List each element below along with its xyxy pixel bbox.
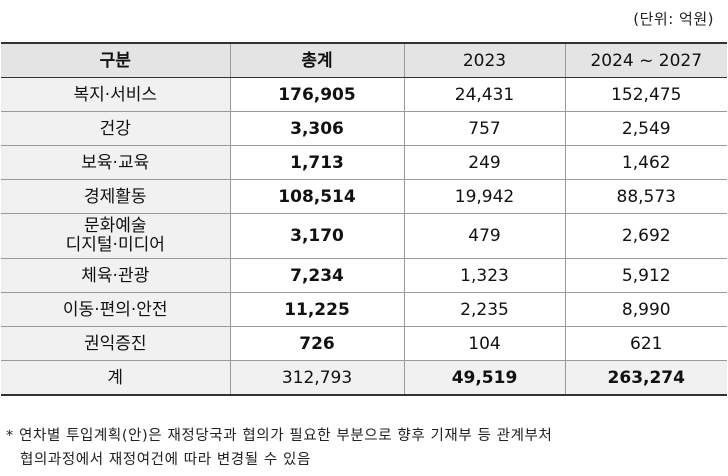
row-total: 7,234 [229,258,405,293]
footnote-line: * 연차별 투입계획(안)은 재정당국과 협의가 필요한 부분으로 향후 기재부… [6,428,553,444]
row-label: 체육·관광 [1,258,231,293]
row-label: 문화예술 디지털·미디어 [1,213,231,259]
row-2024-2027: 2,692 [564,213,727,259]
table-row: 이동·편의·안전 11,225 2,235 8,990 [1,292,727,327]
row-label: 권익증진 [1,326,231,361]
unit-note: (단위: 억원) [633,10,714,28]
row-2023: 757 [403,111,566,146]
footnote-line: 협의과정에서 재정여건에 따라 변경될 수 있음 [20,452,311,468]
table-header: 구분 총계 2023 2024 ~ 2027 [1,42,727,78]
row-total: 726 [229,326,405,361]
row-total: 11,225 [229,292,405,327]
row-2024-2027: 152,475 [564,77,727,112]
row-total: 3,170 [229,213,405,259]
table-row: 복지·서비스 176,905 24,431 152,475 [1,77,727,112]
row-total: 3,306 [229,111,405,146]
row-2024-2027: 2,549 [564,111,727,146]
row-2024-2027: 8,990 [564,292,727,327]
row-2023: 1,323 [403,258,566,293]
row-2024-2027: 621 [564,326,727,361]
sum-total: 312,793 [229,360,405,396]
table-row: 체육·관광 7,234 1,323 5,912 [1,258,727,293]
row-2023: 479 [403,213,566,259]
row-label: 경제활동 [1,179,231,214]
sum-2024-2027: 263,274 [564,360,727,396]
row-total: 1,713 [229,145,405,180]
budget-table: 구분 총계 2023 2024 ~ 2027 복지·서비스 176,905 24… [1,42,727,396]
row-label-line: 문화예술 [83,216,147,236]
header-total: 총계 [229,42,405,78]
header-category: 구분 [1,42,231,78]
row-2023: 19,942 [403,179,566,214]
sum-label: 계 [1,360,231,396]
row-2023: 2,235 [403,292,566,327]
sum-2023: 49,519 [403,360,566,396]
table-row: 경제활동 108,514 19,942 88,573 [1,179,727,214]
table-row: 보육·교육 1,713 249 1,462 [1,145,727,180]
table-row: 건강 3,306 757 2,549 [1,111,727,146]
footnote: * 연차별 투입계획(안)은 재정당국과 협의가 필요한 부분으로 향후 기재부… [6,424,722,472]
row-2023: 104 [403,326,566,361]
row-total: 108,514 [229,179,405,214]
row-2024-2027: 88,573 [564,179,727,214]
row-label-line: 디지털·미디어 [65,235,165,255]
row-2023: 24,431 [403,77,566,112]
row-label: 건강 [1,111,231,146]
table-row: 문화예술 디지털·미디어 3,170 479 2,692 [1,213,727,259]
row-label: 복지·서비스 [1,77,231,112]
row-label: 보육·교육 [1,145,231,180]
row-2024-2027: 1,462 [564,145,727,180]
row-2024-2027: 5,912 [564,258,727,293]
row-2023: 249 [403,145,566,180]
row-total: 176,905 [229,77,405,112]
header-2023: 2023 [403,42,566,78]
header-row: 구분 총계 2023 2024 ~ 2027 [1,42,727,78]
row-label: 이동·편의·안전 [1,292,231,327]
header-2024-2027: 2024 ~ 2027 [564,42,727,78]
sum-row: 계 312,793 49,519 263,274 [1,360,727,396]
table-row: 권익증진 726 104 621 [1,326,727,361]
